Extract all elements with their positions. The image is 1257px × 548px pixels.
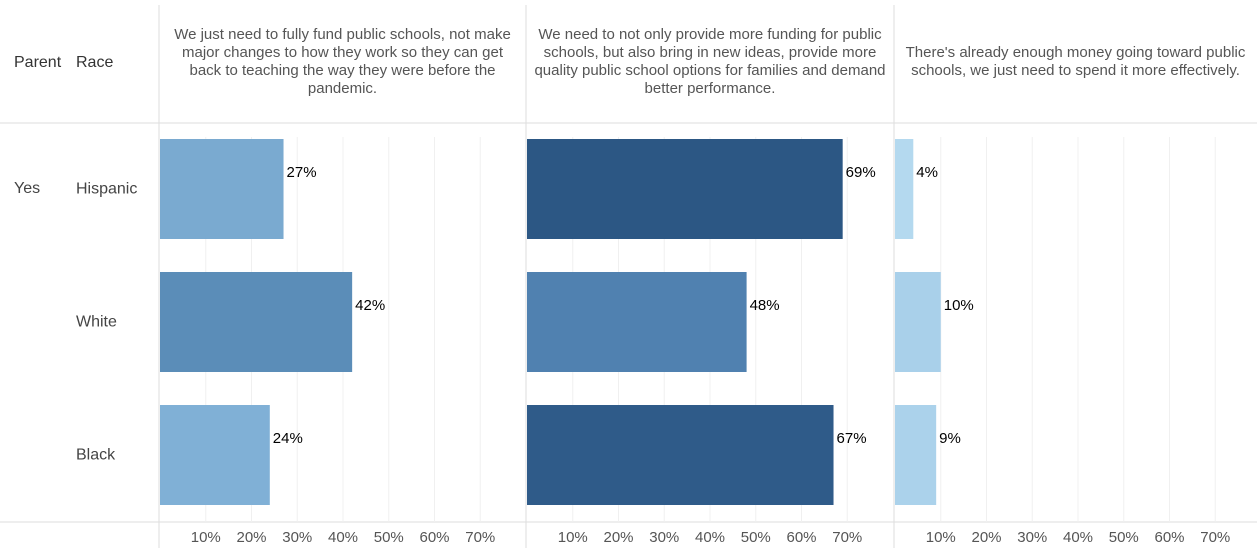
data-label: 67%	[837, 430, 867, 447]
x-tick-label: 60%	[786, 529, 816, 546]
x-tick-label: 10%	[558, 529, 588, 546]
bar	[895, 272, 941, 372]
data-label: 69%	[846, 164, 876, 181]
x-tick-label: 50%	[741, 529, 771, 546]
x-tick-label: 70%	[832, 529, 862, 546]
x-tick-label: 40%	[328, 529, 358, 546]
category-label: Hispanic	[76, 181, 137, 198]
panel-header-text: We just need to fully fund public school…	[174, 25, 511, 97]
data-label: 24%	[273, 430, 303, 447]
data-label: 4%	[916, 164, 938, 181]
panel-header-text: There's already enough money going towar…	[905, 43, 1246, 79]
x-tick-label: 20%	[236, 529, 266, 546]
panel-header: We need to not only provide more funding…	[534, 25, 886, 97]
bar	[895, 139, 914, 239]
parent-label: Yes	[14, 180, 40, 197]
x-tick-label: 40%	[695, 529, 725, 546]
x-tick-label: 30%	[282, 529, 312, 546]
bar	[160, 139, 284, 239]
x-tick-label: 10%	[191, 529, 221, 546]
x-tick-label: 20%	[603, 529, 633, 546]
x-tick-label: 70%	[1200, 529, 1230, 546]
panel-header: We just need to fully fund public school…	[174, 25, 511, 97]
category-label: White	[76, 314, 117, 331]
panel-header-text: We need to not only provide more funding…	[534, 25, 886, 97]
data-label: 9%	[939, 430, 961, 447]
data-label: 10%	[944, 297, 974, 314]
x-tick-label: 70%	[465, 529, 495, 546]
category-label: Black	[76, 447, 116, 464]
bar	[160, 405, 270, 505]
row-header: Parent	[14, 54, 62, 71]
bar	[527, 139, 843, 239]
row-header: Race	[76, 54, 113, 71]
x-tick-label: 20%	[971, 529, 1001, 546]
data-label: 48%	[750, 297, 780, 314]
x-tick-label: 30%	[649, 529, 679, 546]
bar	[527, 405, 834, 505]
x-tick-label: 60%	[419, 529, 449, 546]
x-tick-label: 60%	[1154, 529, 1184, 546]
x-tick-label: 30%	[1017, 529, 1047, 546]
x-tick-label: 50%	[1109, 529, 1139, 546]
data-label: 27%	[287, 164, 317, 181]
x-tick-label: 50%	[374, 529, 404, 546]
x-tick-label: 40%	[1063, 529, 1093, 546]
bar	[527, 272, 747, 372]
panel-header: There's already enough money going towar…	[905, 43, 1246, 79]
x-tick-label: 10%	[926, 529, 956, 546]
bar	[160, 272, 353, 372]
data-label: 42%	[355, 297, 385, 314]
bar	[895, 405, 937, 505]
